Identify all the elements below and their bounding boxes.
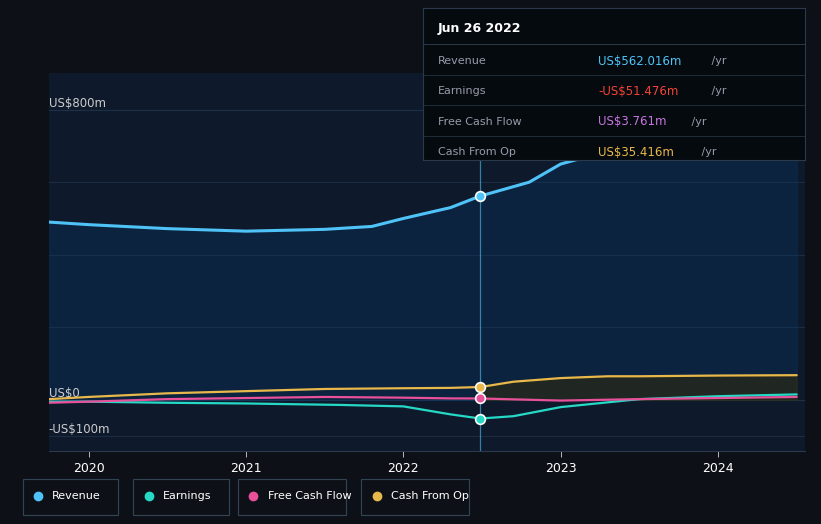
- Text: Analysts Forecasts: Analysts Forecasts: [487, 90, 597, 102]
- Text: Jun 26 2022: Jun 26 2022: [438, 21, 521, 35]
- Text: /yr: /yr: [708, 56, 726, 66]
- Text: /yr: /yr: [708, 86, 726, 96]
- Text: US$35.416m: US$35.416m: [599, 146, 674, 159]
- Text: US$562.016m: US$562.016m: [599, 54, 681, 68]
- Text: Free Cash Flow: Free Cash Flow: [438, 117, 521, 127]
- Text: Revenue: Revenue: [438, 56, 487, 66]
- Text: /yr: /yr: [698, 147, 716, 157]
- Text: US$0: US$0: [48, 387, 80, 400]
- Text: Cash From Op: Cash From Op: [391, 492, 469, 501]
- Text: Free Cash Flow: Free Cash Flow: [268, 492, 351, 501]
- Text: /yr: /yr: [688, 117, 706, 127]
- Text: -US$51.476m: -US$51.476m: [599, 85, 679, 98]
- Text: Earnings: Earnings: [163, 492, 212, 501]
- Text: US$800m: US$800m: [48, 96, 106, 110]
- Text: Earnings: Earnings: [438, 86, 487, 96]
- Text: Past: Past: [450, 90, 475, 102]
- Text: -US$100m: -US$100m: [48, 423, 110, 436]
- Text: Revenue: Revenue: [53, 492, 101, 501]
- Text: Cash From Op: Cash From Op: [438, 147, 516, 157]
- Text: US$3.761m: US$3.761m: [599, 115, 667, 128]
